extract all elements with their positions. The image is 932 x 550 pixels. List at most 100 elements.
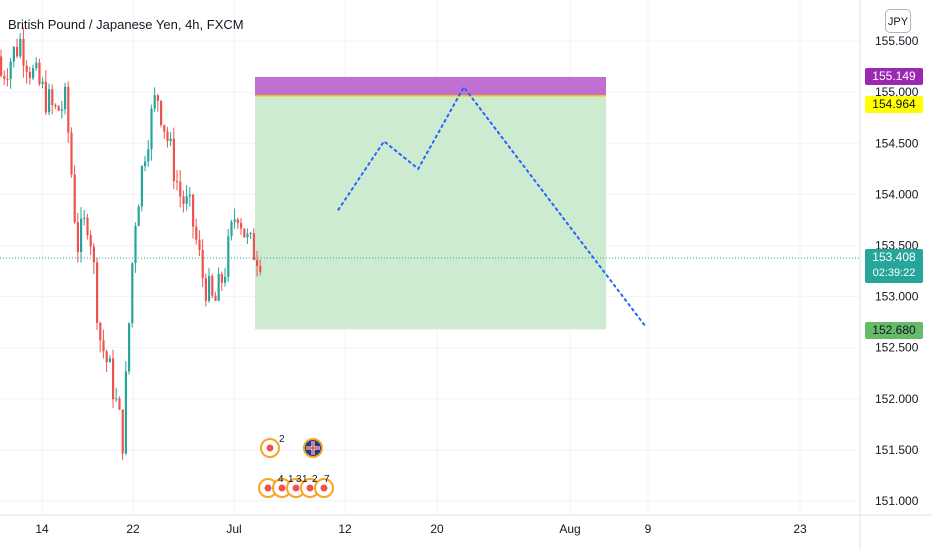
stop-price-value: 155.149 (872, 69, 916, 83)
candle (25, 60, 28, 84)
candle (134, 222, 137, 273)
candle (188, 187, 191, 207)
candle (80, 207, 83, 263)
price-tick-label: 154.000 (875, 187, 919, 201)
candle (70, 127, 73, 178)
candle (169, 132, 172, 147)
target-price-value: 152.680 (872, 323, 916, 337)
projection-path (337, 85, 648, 329)
candle (128, 322, 131, 375)
candle (153, 87, 156, 113)
candle (160, 99, 163, 128)
price-tick-label: 154.500 (875, 136, 919, 150)
time-axis: 14 22 Jul 12 20 Aug 9 23 (35, 522, 807, 536)
candle (12, 46, 15, 68)
price-tick-label: 155.000 (875, 85, 919, 99)
candle (176, 169, 179, 191)
candle (259, 259, 262, 276)
stop-price-tag: 155.149 (865, 68, 923, 85)
candle (64, 82, 67, 115)
time-tick-label: Aug (559, 522, 580, 536)
candle (140, 165, 143, 212)
candle (67, 81, 70, 143)
candle (182, 190, 185, 213)
candle (28, 66, 31, 85)
candle (204, 273, 207, 307)
candle (6, 68, 9, 87)
entry-price-tag: 154.964 (865, 96, 923, 113)
candle (16, 38, 19, 59)
candle (92, 243, 95, 275)
candle (54, 103, 57, 110)
time-tick-label: 20 (430, 522, 444, 536)
time-tick-label: 22 (126, 522, 140, 536)
candle (233, 208, 236, 229)
position-tool (255, 76, 606, 330)
candle (32, 64, 35, 81)
time-tick-label: Jul (226, 522, 241, 536)
candle (166, 126, 169, 148)
candle (243, 228, 246, 238)
last-price-tag: 153.408 02:39:22 (865, 249, 923, 283)
candle (179, 170, 182, 208)
entry-price-value: 154.964 (872, 97, 916, 111)
candle (236, 217, 239, 229)
candle (256, 251, 259, 277)
candle (240, 218, 243, 235)
candle (102, 329, 105, 359)
candle (249, 231, 252, 239)
time-tick-label: 12 (338, 522, 352, 536)
candle (195, 218, 198, 245)
candle (147, 139, 150, 168)
candle (48, 83, 51, 116)
candle (38, 58, 41, 86)
currency-button[interactable]: JPY (885, 9, 911, 33)
price-tick-label: 155.500 (875, 34, 919, 48)
symbol-title: British Pound / Japanese Yen, 4h, FXCM (8, 17, 244, 32)
candle (230, 219, 233, 241)
event-count: 1 (288, 474, 294, 485)
candle (224, 267, 227, 287)
candle (185, 185, 188, 211)
time-tick-label: 23 (793, 522, 807, 536)
candle (0, 49, 3, 78)
candle (124, 361, 127, 456)
candle (83, 209, 86, 226)
candle (44, 70, 47, 116)
event-count: 1 (302, 474, 308, 485)
projection-line (337, 85, 648, 329)
candle (201, 239, 204, 288)
candle (96, 257, 99, 331)
candle (192, 193, 195, 239)
japan-flag-icon[interactable] (260, 438, 280, 458)
candle (118, 396, 121, 411)
time-tick-label: 14 (35, 522, 49, 536)
candle (22, 27, 25, 78)
candle (112, 349, 115, 408)
candle (137, 204, 140, 227)
candle (76, 212, 79, 263)
candle (19, 32, 22, 59)
candle (89, 230, 92, 255)
candle (99, 321, 102, 353)
price-tick-label: 152.500 (875, 341, 919, 355)
candle (3, 70, 6, 86)
candle (51, 84, 54, 115)
candle (156, 94, 159, 112)
uk-flag-icon[interactable] (303, 438, 323, 458)
candle (144, 155, 147, 172)
price-axis: 151.000151.500152.000152.500153.000153.5… (875, 34, 919, 508)
event-count: 4 (278, 474, 284, 485)
price-tick-label: 153.000 (875, 290, 919, 304)
candle (41, 77, 44, 89)
candle (9, 58, 12, 89)
stop-zone (255, 76, 606, 96)
event-count: 2 (312, 474, 318, 485)
candle (57, 105, 60, 112)
candle (252, 228, 255, 261)
candle (227, 228, 230, 282)
price-tick-label: 151.000 (875, 494, 919, 508)
candle (208, 267, 211, 303)
